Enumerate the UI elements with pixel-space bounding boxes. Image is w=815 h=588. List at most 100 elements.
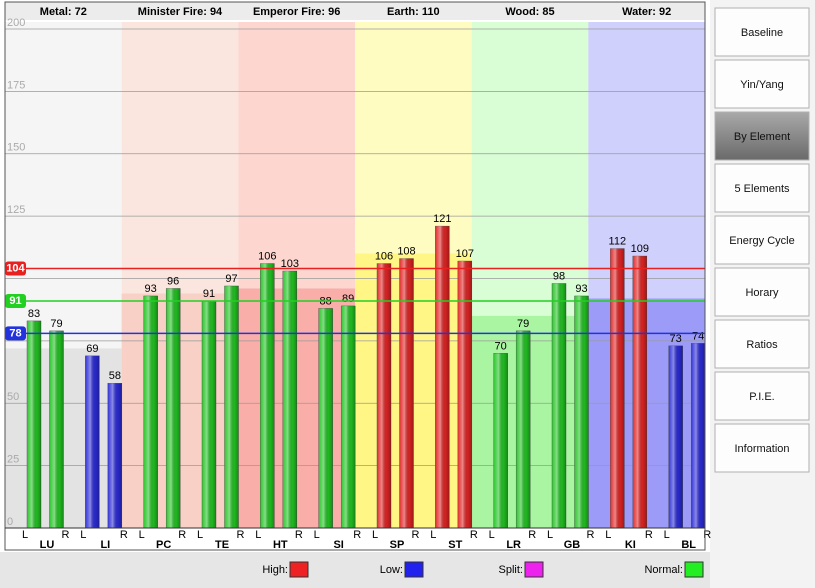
side-label: R: [353, 529, 361, 541]
y-tick-label: 125: [7, 204, 25, 216]
bar-shine: [282, 271, 297, 528]
x-tick-label: KI: [625, 539, 636, 551]
element-name: Metal:: [40, 6, 72, 18]
sidebar-button-label[interactable]: Ratios: [746, 339, 778, 351]
header-row: [5, 2, 705, 20]
y-tick-label: 175: [7, 79, 25, 91]
sidebar-button[interactable]: [714, 371, 810, 421]
side-label: R: [62, 529, 70, 541]
bar-shine: [435, 226, 450, 529]
element-value: 94: [210, 6, 223, 18]
bar-shine: [166, 288, 181, 528]
sidebar-button[interactable]: [714, 215, 810, 265]
bar-value-label: 79: [50, 318, 62, 330]
bar-shine: [341, 305, 356, 528]
sidebar-buttons: Baseline Yin/Yang By Element 5 Elements Ener…: [714, 7, 810, 473]
sidebar-button[interactable]: [714, 7, 810, 57]
bar-value-label: 109: [631, 243, 649, 255]
bar-shine: [85, 355, 100, 528]
x-tick-label: BL: [681, 539, 696, 551]
sidebar-button-label[interactable]: Horary: [745, 287, 779, 299]
bar-value-label: 107: [456, 248, 474, 260]
bar-value-label: 89: [342, 293, 354, 305]
x-tick-label: ST: [448, 539, 462, 551]
bar-shine: [610, 248, 625, 528]
bar-shine: [27, 320, 41, 528]
bar-value-label: 91: [203, 288, 215, 300]
element-value: 110: [422, 6, 440, 18]
sidebar-button[interactable]: [714, 111, 810, 161]
bar-value-label: 73: [670, 333, 682, 345]
side-label: R: [703, 529, 711, 541]
bar-value-label: 106: [258, 250, 276, 262]
sidebar-button[interactable]: [714, 423, 810, 473]
element-header: Wood: 85: [505, 6, 554, 18]
element-name: Emperor Fire:: [253, 6, 325, 18]
element-header: Emperor Fire: 96: [253, 6, 340, 18]
threshold-label: 78: [9, 327, 21, 339]
bar-value-label: 103: [281, 258, 299, 270]
legend-label: Low:: [380, 564, 403, 576]
element-value: 96: [328, 6, 340, 18]
element-value: 72: [75, 6, 87, 18]
bar-value-label: 97: [225, 273, 237, 285]
sidebar-button[interactable]: [714, 59, 810, 109]
bar-shine: [260, 263, 275, 528]
bar-shine: [318, 308, 333, 528]
y-tick-label: 0: [7, 516, 13, 528]
side-label: L: [605, 529, 611, 541]
element-value: 85: [542, 6, 554, 18]
threshold-badge: [5, 326, 26, 341]
sidebar-button[interactable]: [714, 267, 810, 317]
element-name: Minister Fire:: [138, 6, 207, 18]
sidebar-button-label[interactable]: Information: [734, 443, 789, 455]
bar-value-label: 108: [397, 245, 415, 257]
side-label: L: [372, 529, 378, 541]
chart: Metal: 72 Minister Fire: 94 Emperor Fire: …: [4, 1, 711, 578]
side-label: R: [178, 529, 186, 541]
legend-label: Split:: [499, 564, 523, 576]
side-label: L: [255, 529, 261, 541]
bar-shine: [399, 258, 414, 528]
threshold-label: 91: [9, 295, 21, 307]
side-label: L: [430, 529, 436, 541]
element-header: Minister Fire: 94: [138, 6, 223, 18]
bar-shine: [202, 300, 216, 528]
sidebar-button-label[interactable]: By Element: [734, 131, 790, 143]
side-label: L: [489, 529, 495, 541]
x-tick-label: LU: [40, 539, 55, 551]
y-tick-label: 50: [7, 391, 19, 403]
legend-swatch: [524, 561, 544, 578]
sidebar-button-label[interactable]: P.I.E.: [749, 391, 774, 403]
bar-value-label: 98: [553, 270, 565, 282]
bar-shine: [457, 261, 472, 528]
element-header: Metal: 72: [40, 6, 87, 18]
side-label: L: [547, 529, 553, 541]
bar-value-label: 96: [167, 275, 179, 287]
side-label: L: [80, 529, 86, 541]
legend-label: High:: [262, 564, 288, 576]
sidebar-button[interactable]: [714, 163, 810, 213]
threshold-badge: [5, 293, 26, 308]
element-name: Wood:: [505, 6, 539, 18]
sidebar-button[interactable]: [714, 319, 810, 369]
x-tick-label: GB: [564, 539, 581, 551]
x-tick-label: SP: [390, 539, 405, 551]
side-label: R: [237, 529, 245, 541]
side-label: R: [528, 529, 536, 541]
plot-frame: [4, 1, 706, 551]
side-label: R: [470, 529, 478, 541]
side-label: R: [120, 529, 128, 541]
bar-value-label: 69: [86, 343, 98, 355]
sidebar-button-label[interactable]: Energy Cycle: [729, 235, 794, 247]
threshold-badge: [5, 261, 26, 276]
sidebar-button-label[interactable]: Yin/Yang: [740, 79, 783, 91]
element-header: Earth: 110: [387, 6, 440, 18]
sidebar-button-label[interactable]: 5 Elements: [734, 183, 790, 195]
x-tick-label: TE: [215, 539, 229, 551]
side-label: R: [295, 529, 303, 541]
side-label: R: [587, 529, 595, 541]
sidebar-button-label[interactable]: Baseline: [741, 27, 783, 39]
bar-value-label: 121: [433, 213, 451, 225]
